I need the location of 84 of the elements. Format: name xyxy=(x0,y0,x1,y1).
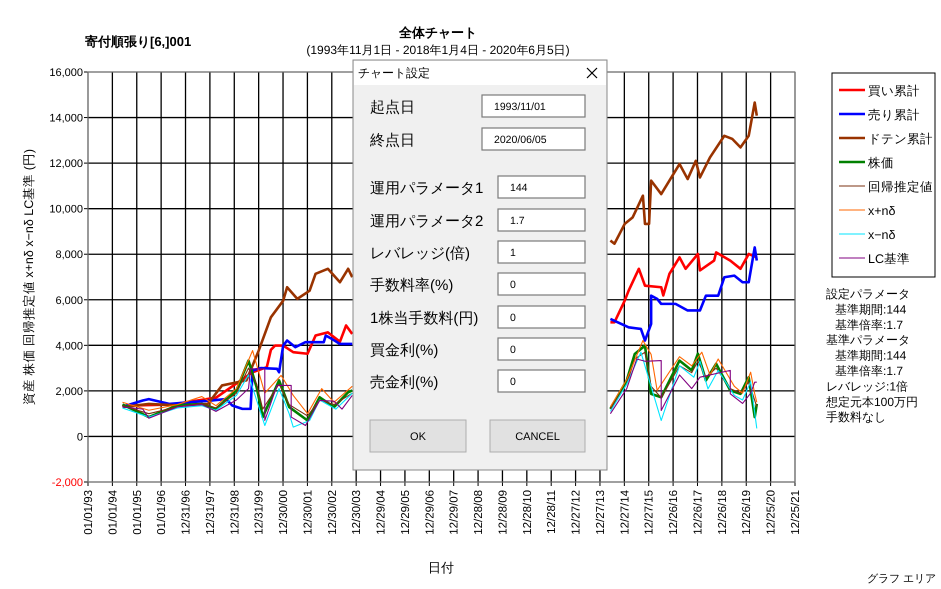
text: 設定パラメータ xyxy=(826,287,910,301)
legend-label: 株価 xyxy=(867,156,894,170)
text: グラフ エリア xyxy=(866,573,936,585)
x-tick-label: 12/31/99 xyxy=(254,490,266,535)
x-tick-label: 01/01/94 xyxy=(107,489,120,535)
x-tick-label: 01/01/93 xyxy=(83,490,95,535)
y-tick-label: 14,000 xyxy=(49,112,83,125)
x-tick-label: 12/28/11 xyxy=(546,490,558,534)
legend-label: x−nδ xyxy=(868,228,896,242)
text: 基準パラメータ xyxy=(826,333,910,348)
text: 想定元本100万円 xyxy=(825,394,918,409)
legend-label: 回帰推定値 xyxy=(868,180,933,194)
x-tick-label: 01/01/95 xyxy=(132,490,144,535)
x-tick-label: 12/25/21 xyxy=(790,490,802,535)
text: 基準期間:144 xyxy=(835,302,907,316)
annotation: 144 xyxy=(510,182,528,194)
annotation: 手数料率(%) xyxy=(370,277,454,294)
y-tick-label: 8,000 xyxy=(55,249,83,262)
chart-title: 全体チャート xyxy=(398,25,477,40)
x-tick-label: 12/29/07 xyxy=(448,490,461,535)
x-tick-label: 12/27/13 xyxy=(594,490,607,535)
annotation: 売金利(%) xyxy=(370,374,438,391)
y-axis-title: 資産 株価 回帰推定値 x+nδ x−nδ LC基準 (円) xyxy=(21,148,36,406)
x-axis-title: 日付 xyxy=(428,560,454,575)
y-tick-label: 16,000 xyxy=(49,67,83,79)
text: 寄付順張り[6,]001 xyxy=(85,34,192,49)
annotation: 運用パラメータ2 xyxy=(370,213,484,230)
legend-label: LC基準 xyxy=(868,252,910,266)
text: 基準倍率:1.7 xyxy=(835,364,904,378)
x-tick-label: 12/29/06 xyxy=(424,490,436,535)
x-tick-label: 01/01/96 xyxy=(156,490,168,535)
y-tick-label: 2,000 xyxy=(55,386,83,398)
x-tick-label: 12/31/98 xyxy=(229,490,242,535)
x-tick-label: 12/28/09 xyxy=(497,490,510,535)
annotation: 1株当手数料(円) xyxy=(370,310,478,327)
x-tick-label: 12/30/01 xyxy=(302,490,314,535)
x-tick-label: 12/26/16 xyxy=(668,490,680,535)
x-tick-label: 12/27/14 xyxy=(619,489,632,535)
x-tick-label: 12/27/15 xyxy=(644,490,656,535)
annotation: 運用パラメータ1 xyxy=(370,180,484,197)
y-tick-label: -2,000 xyxy=(52,477,83,489)
x-tick-label: 12/30/00 xyxy=(278,490,290,535)
annotation: 1 xyxy=(510,247,516,259)
x-tick-label: 12/29/05 xyxy=(400,490,412,535)
y-tick-label: 10,000 xyxy=(49,204,83,216)
annotation: 0 xyxy=(510,279,516,291)
legend-label: ドテン累計 xyxy=(868,132,933,146)
annotation: 2020/06/05 xyxy=(494,134,547,146)
x-tick-label: 12/29/04 xyxy=(376,489,388,535)
x-tick-label: 12/30/02 xyxy=(326,490,339,535)
annotation: 終点日 xyxy=(369,132,415,149)
y-tick-label: 12,000 xyxy=(49,158,83,170)
annotation: CANCEL xyxy=(515,431,560,443)
annotation: 買金利(%) xyxy=(370,342,438,359)
annotation: 0 xyxy=(510,344,516,356)
annotation: OK xyxy=(410,431,427,443)
x-tick-label: 12/26/19 xyxy=(741,490,754,535)
annotation: 0 xyxy=(510,376,516,388)
x-tick-label: 12/28/10 xyxy=(522,490,534,535)
x-tick-label: 12/26/18 xyxy=(716,490,729,535)
y-tick-label: 0 xyxy=(76,431,83,444)
chart-subtitle: (1993年11月1日 - 2018年1月4日 - 2020年6月5日) xyxy=(306,43,570,57)
legend-label: x+nδ xyxy=(868,204,896,218)
x-tick-label: 12/25/20 xyxy=(766,490,778,535)
x-tick-label: 12/30/03 xyxy=(351,490,364,535)
annotation: レバレッジ(倍) xyxy=(370,245,470,262)
annotation: 1.7 xyxy=(510,215,525,227)
annotation: 起点日 xyxy=(370,99,415,116)
y-tick-label: 6,000 xyxy=(55,294,83,307)
annotation: 1993/11/01 xyxy=(494,101,546,113)
text: 基準倍率:1.7 xyxy=(835,318,904,332)
text: 基準期間:144 xyxy=(835,348,907,363)
text: 手数料なし xyxy=(826,410,886,424)
x-tick-label: 12/27/12 xyxy=(570,490,583,535)
legend-label: 売り累計 xyxy=(868,108,920,122)
annotation: 0 xyxy=(510,312,516,324)
text: レバレッジ:1倍 xyxy=(826,379,908,394)
y-tick-label: 4,000 xyxy=(55,340,83,352)
x-tick-label: 12/28/08 xyxy=(473,490,486,535)
x-tick-label: 12/26/17 xyxy=(692,490,704,535)
text: チャート設定 xyxy=(358,66,430,80)
x-tick-label: 12/31/97 xyxy=(204,490,217,535)
legend-label: 買い累計 xyxy=(868,84,920,98)
x-tick-label: 12/31/96 xyxy=(180,490,193,535)
